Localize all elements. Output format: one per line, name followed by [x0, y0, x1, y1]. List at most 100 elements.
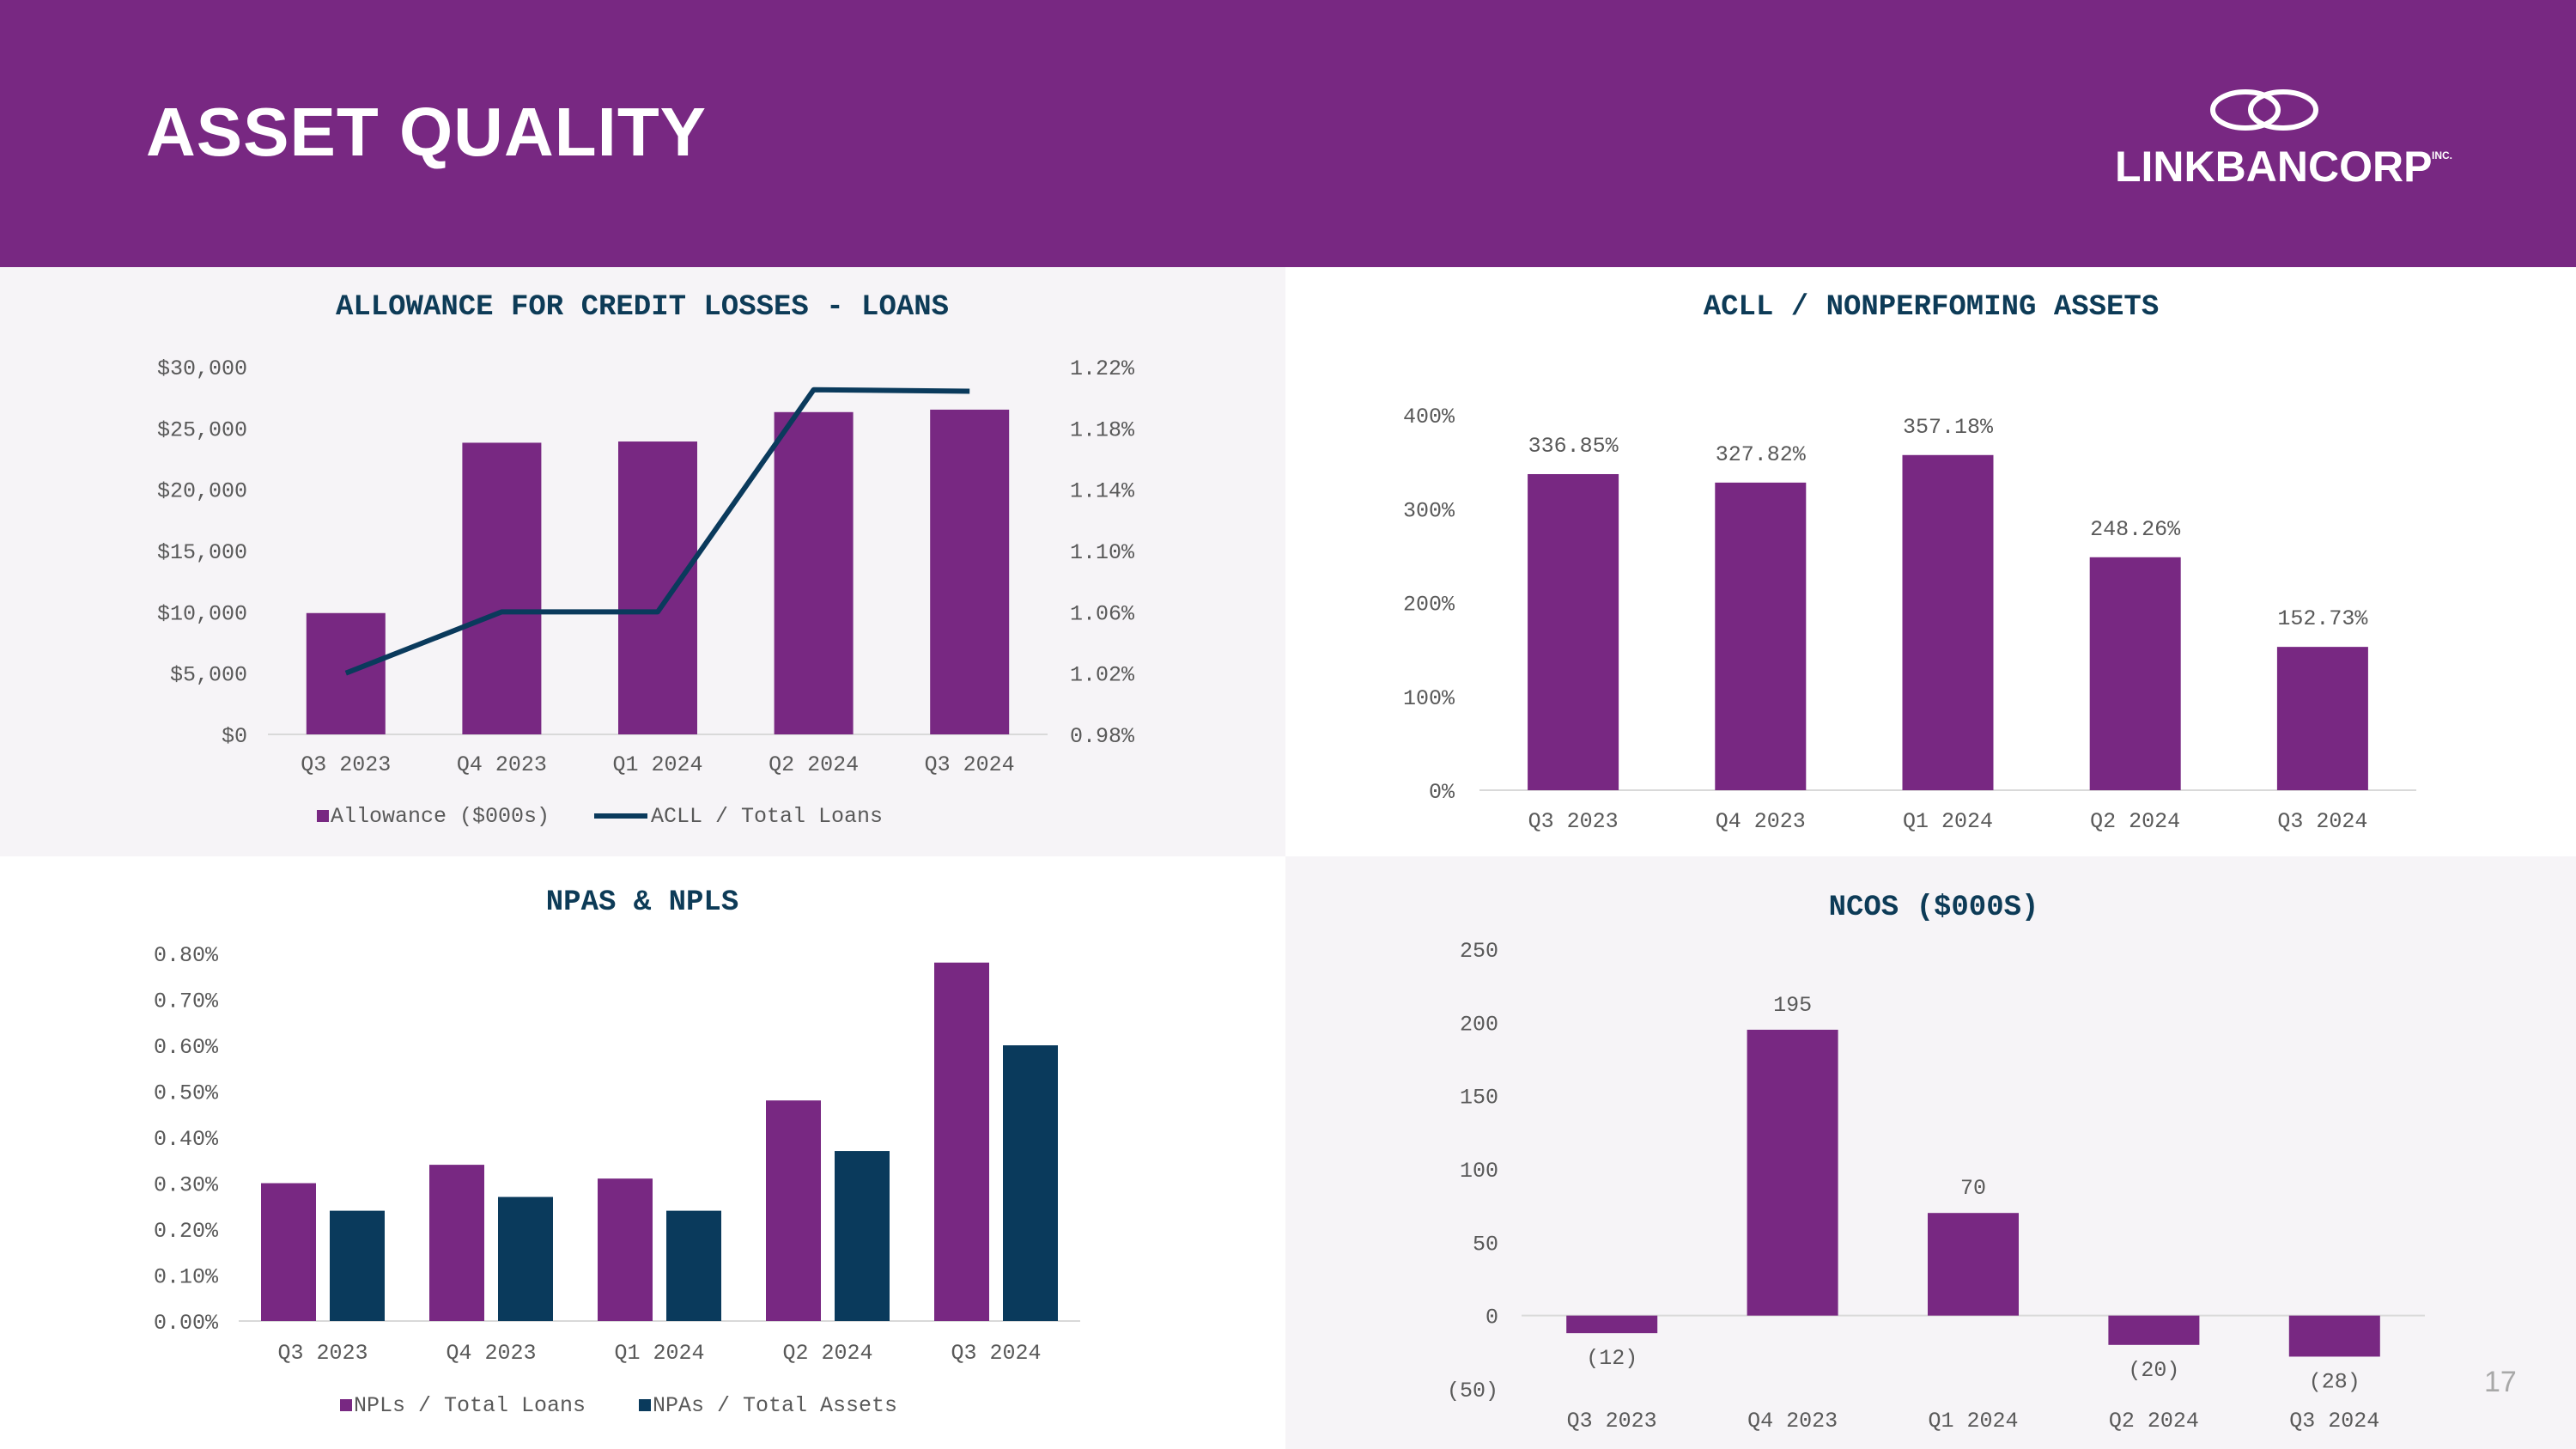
logo-wordmark: LINKBANCORP [2115, 143, 2433, 191]
y-tick-label: 0.60% [154, 1035, 219, 1060]
bar-acll-npa [1902, 454, 1994, 790]
chart-title: NPAS & NPLS [546, 886, 738, 919]
y2-tick-label: 1.06% [1070, 601, 1135, 626]
x-tick-label: Q1 2024 [614, 1341, 704, 1366]
data-label: 152.73% [2277, 606, 2368, 631]
x-tick-label: Q3 2023 [301, 752, 391, 777]
x-tick-label: Q3 2024 [2289, 1409, 2379, 1434]
x-tick-label: Q2 2024 [769, 752, 859, 777]
y-tick-label: $20,000 [157, 479, 247, 504]
bar-ncos [1928, 1213, 2019, 1316]
y2-tick-label: 1.22% [1070, 356, 1135, 381]
x-tick-label: Q3 2024 [2277, 809, 2367, 834]
data-label: (12) [1586, 1346, 1637, 1371]
data-label: (28) [2309, 1369, 2360, 1394]
legend-label: Allowance ($000s) [331, 804, 550, 829]
y-tick-label: $0 [222, 724, 247, 749]
y-tick-label: 200% [1403, 593, 1455, 618]
legend-swatch [317, 810, 329, 822]
bar-acll-npa [1528, 473, 1619, 790]
y-tick-label: 150 [1460, 1086, 1498, 1111]
bar-npls [429, 1165, 484, 1321]
bar-allowance [306, 612, 386, 734]
data-label: 195 [1773, 993, 1812, 1018]
bar-allowance [774, 411, 854, 734]
chart-title: NCOS ($000S) [1829, 892, 2039, 924]
bar-acll-npa [2276, 647, 2368, 790]
bar-npls [261, 1183, 316, 1321]
y2-tick-label: 0.98% [1070, 724, 1135, 749]
data-label: 357.18% [1903, 415, 1994, 440]
bar-npls [598, 1178, 653, 1321]
x-tick-label: Q3 2023 [277, 1341, 368, 1366]
data-label: (20) [2128, 1358, 2179, 1383]
y-tick-label: 100 [1460, 1159, 1498, 1184]
bar-npas [1003, 1045, 1058, 1321]
x-tick-label: Q3 2024 [951, 1341, 1041, 1366]
y-tick-label: $25,000 [157, 417, 247, 442]
y-tick-label: (50) [1447, 1379, 1498, 1403]
bar-npas [666, 1210, 721, 1321]
bar-acll-npa [1715, 482, 1807, 790]
chart-allowance: ALLOWANCE FOR CREDIT LOSSES - LOANS $0 $5,… [157, 291, 1135, 829]
y-tick-label: 100% [1403, 686, 1455, 711]
legend-swatch [340, 1399, 352, 1411]
y-tick-label: 0.30% [154, 1173, 219, 1198]
chart-title: ACLL / NONPERFOMING ASSETS [1704, 291, 2160, 324]
y-tick-label: $5,000 [170, 663, 247, 688]
bar-npas [835, 1151, 890, 1321]
panel-acll-npa: ACLL / NONPERFOMING ASSETS 0% 100% 200% 300%… [1285, 267, 2576, 856]
x-tick-label: Q4 2023 [1747, 1409, 1838, 1434]
bar-npls [934, 962, 989, 1321]
x-tick-label: Q1 2024 [1903, 809, 1993, 834]
y-tick-label: 300% [1403, 498, 1455, 523]
y-tick-label: 0.50% [154, 1081, 219, 1106]
chart-npas-npls: NPAS & NPLS 0.00% 0.10% 0.20% 0.30% 0.40% 0.50… [154, 886, 1080, 1418]
page-number: 17 [2484, 1366, 2517, 1398]
bar-npls [766, 1100, 821, 1321]
x-tick-label: Q4 2023 [457, 752, 547, 777]
y-tick-label: $30,000 [157, 356, 247, 381]
y-tick-label: 0 [1485, 1306, 1498, 1330]
chart-ncos: NCOS ($000S) (50) 0 50 100 150 200 250 Q3 2023 Q4… [1447, 892, 2425, 1434]
y-tick-label: 0% [1429, 780, 1455, 805]
y-tick-label: 200 [1460, 1012, 1498, 1037]
legend-label: NPAs / Total Assets [653, 1393, 897, 1418]
x-tick-label: Q2 2024 [2109, 1409, 2199, 1434]
y-tick-label: $15,000 [157, 540, 247, 565]
bar-npas [498, 1196, 553, 1321]
logo-suffix: INC. [2432, 149, 2452, 161]
logo-rings-icon [2210, 89, 2318, 131]
data-label: 248.26% [2090, 517, 2181, 542]
x-tick-label: Q1 2024 [612, 752, 702, 777]
panel-ncos: NCOS ($000S) (50) 0 50 100 150 200 250 Q3 2023 Q4… [1285, 856, 2576, 1449]
y2-tick-label: 1.18% [1070, 417, 1135, 442]
x-tick-label: Q3 2023 [1567, 1409, 1657, 1434]
bar-ncos [2108, 1315, 2200, 1345]
panel-npas-npls: NPAS & NPLS 0.00% 0.10% 0.20% 0.30% 0.40% 0.50… [0, 856, 1285, 1449]
bar-allowance [930, 409, 1010, 734]
y2-tick-label: 1.14% [1070, 479, 1135, 504]
header-banner: ASSET QUALITY LINKBANCORP INC. [0, 0, 2576, 267]
bar-allowance [618, 441, 697, 734]
bar-ncos [2288, 1315, 2380, 1357]
y-tick-label: 0.20% [154, 1219, 219, 1244]
bar-npas [330, 1210, 385, 1321]
y-tick-label: 50 [1473, 1232, 1498, 1257]
y-tick-label: 0.40% [154, 1127, 219, 1152]
x-tick-label: Q2 2024 [2090, 809, 2180, 834]
y-tick-label: 250 [1460, 939, 1498, 964]
panel-allowance: ALLOWANCE FOR CREDIT LOSSES - LOANS $0 $5,… [0, 267, 1285, 856]
bar-ncos [1747, 1029, 1838, 1316]
y-tick-label: 0.10% [154, 1265, 219, 1290]
x-tick-label: Q3 2023 [1528, 809, 1619, 834]
x-tick-label: Q1 2024 [1928, 1409, 2018, 1434]
data-label: 327.82% [1716, 442, 1807, 467]
x-tick-label: Q4 2023 [1716, 809, 1806, 834]
y2-tick-label: 1.10% [1070, 540, 1135, 565]
bar-acll-npa [2089, 557, 2181, 790]
y2-tick-label: 1.02% [1070, 663, 1135, 688]
y-tick-label: 0.70% [154, 989, 219, 1014]
bar-allowance [462, 442, 542, 734]
page-title: ASSET QUALITY [146, 94, 708, 170]
